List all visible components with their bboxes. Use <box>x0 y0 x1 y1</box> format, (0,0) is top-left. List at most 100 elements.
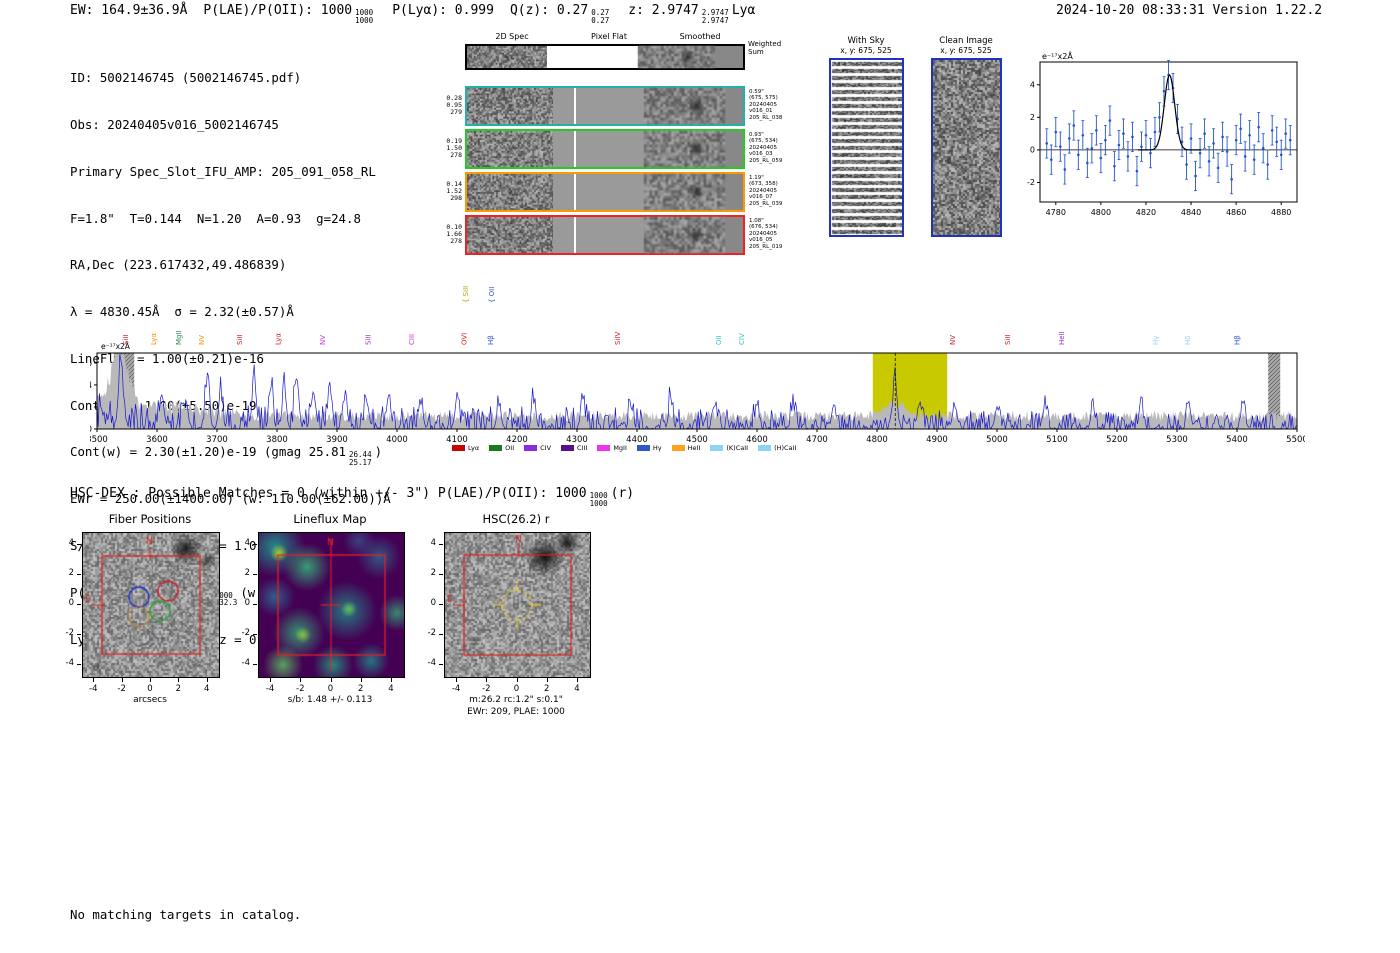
data-point <box>1216 166 1220 170</box>
fiber-annotation-line: v016_05 <box>749 237 773 244</box>
plae-summary: P(LAE)/P(OII): 1000 1000 1000 <box>203 3 374 25</box>
legend-item: CIII <box>561 444 587 452</box>
strip-pixelflat-image <box>552 131 644 167</box>
legend-swatch <box>758 445 772 451</box>
strip-scale-values: 0.28 0.95 279 <box>443 94 462 117</box>
y-tick-label: 0 <box>68 598 74 608</box>
pixelflat-white-line <box>574 88 577 124</box>
y-tick-mark <box>253 664 257 665</box>
info-line-contw: Cont(w) = 2.30(±1.20)e-19 (gmag 25.81 26.… <box>70 444 383 467</box>
data-point <box>1198 151 1202 155</box>
y-tick-label: -4 <box>427 658 436 668</box>
y-tick-label: 4 <box>68 538 74 548</box>
emission-line-label: SiII <box>236 334 244 345</box>
y-tick-label: -2 <box>1027 178 1035 187</box>
data-point <box>1068 137 1071 140</box>
data-point <box>1126 155 1130 158</box>
data-point <box>1140 145 1143 148</box>
fiber-annotation-line: (673, 358) <box>749 181 778 188</box>
x-tick-label: 4200 <box>506 435 528 445</box>
x-tick-label: 2 <box>357 684 364 694</box>
y-tick-label: 0 <box>430 598 436 608</box>
fiber-annotation: 0.59" (675, 575) 20240405 v016_01 205_RL_038 <box>749 89 799 121</box>
strip-scale-value: 0.28 <box>446 94 462 102</box>
fiber-positions-title: Fiber Positions <box>108 512 192 526</box>
emission-line-label: Hγ <box>1152 336 1160 345</box>
x-tick-mark <box>206 678 208 682</box>
strip-pixelflat-image <box>552 217 644 253</box>
data-point <box>1077 153 1080 157</box>
data-point <box>1113 164 1116 168</box>
emission-line-label: CIV <box>738 333 746 345</box>
y-tick-label: -2 <box>427 628 436 638</box>
fiber-annotation-line: (675, 575) <box>749 95 778 102</box>
y-tick-label: 2 <box>244 568 250 578</box>
y-tick-mark <box>77 634 81 635</box>
x-tick-label: 4800 <box>866 435 888 445</box>
data-point <box>1225 150 1229 153</box>
x-tick-mark <box>576 678 578 682</box>
info-line-id: ID: 5002146745 (5002146745.pdf) <box>70 70 302 86</box>
data-point <box>1144 133 1148 137</box>
emission-line-label: SiIV <box>614 332 622 345</box>
withsky-title: With Sky <box>847 36 885 46</box>
data-point <box>1054 130 1058 134</box>
zoom-spectrum-panel: -2 0 2 4 4780 4800 4820 4840 4860 4880 e⁻¹⁷x2Å <box>1006 50 1300 234</box>
x-tick-label: 3700 <box>206 435 228 445</box>
data-point <box>1162 90 1166 93</box>
x-tick-mark <box>516 678 518 682</box>
x-tick-label: 4 <box>574 684 580 694</box>
data-point <box>1081 133 1085 137</box>
data-point <box>1049 158 1053 161</box>
data-point <box>1275 140 1279 144</box>
plae-uncertainty-2: 1000 332.3 <box>214 590 238 608</box>
x-tick-mark <box>178 678 180 682</box>
legend-label: (H)CaII <box>774 444 797 452</box>
strip-scale-value: 0.19 <box>446 137 462 145</box>
data-point <box>1086 161 1089 165</box>
legend-swatch <box>636 445 650 451</box>
x-tick-label: 0 <box>147 684 153 694</box>
data-point <box>1158 116 1161 119</box>
legend-item: MgII <box>597 444 627 452</box>
fiber-annotation-line: 20240405 <box>749 101 777 108</box>
clean-coords: x, y: 675, 525 <box>940 46 992 55</box>
masked-band-hatch <box>1268 353 1281 429</box>
fiber-annotation-line: v016_07 <box>749 194 773 201</box>
clean-image-frame <box>930 58 1002 237</box>
x-tick-mark <box>486 678 488 682</box>
pixelflat-white-line <box>574 131 577 167</box>
y-tick-label: 2 <box>68 568 74 578</box>
x-tick-mark <box>270 678 272 682</box>
legend-item: OII <box>489 444 514 452</box>
error-envelope <box>97 354 1297 429</box>
hsc-r-title: HSC(26.2) r <box>482 512 550 526</box>
emission-line-label: Hβ <box>487 335 495 345</box>
emission-line-label: Lyα <box>150 333 158 345</box>
data-point <box>1117 143 1121 147</box>
strip-2dspec-image <box>467 131 553 167</box>
legend-swatch <box>671 445 685 451</box>
legend-label: CIII <box>577 444 588 452</box>
x-tick-label: 4000 <box>386 435 408 445</box>
x-tick-label: -4 <box>89 684 98 694</box>
strip-scale-values: 0.19 1.50 278 <box>443 137 462 160</box>
strip-pixelflat-image <box>547 46 639 68</box>
x-tick-label: 4820 <box>1136 208 1156 217</box>
fiber-annotation-line: 0.93" <box>749 132 764 138</box>
legend-swatch <box>561 445 575 451</box>
strip-pixelflat-image <box>552 174 644 210</box>
strip-scale-value: 279 <box>450 108 462 117</box>
data-point <box>1180 140 1184 144</box>
data-point <box>1257 125 1260 129</box>
fiber-positions-image <box>82 532 220 678</box>
x-tick-mark <box>93 678 95 682</box>
data-point <box>1230 177 1233 181</box>
strip-scale-value: 0.95 <box>446 101 462 110</box>
pixelflat-white-line <box>574 217 577 253</box>
summary-header: EW: 164.9±36.9Å P(LAE)/P(OII): 1000 1000 10… <box>70 3 755 24</box>
strip-scale-values: 0.14 1.52 298 <box>443 180 462 203</box>
x-tick-mark <box>546 678 548 682</box>
y-tick-label: 0 <box>1030 145 1035 154</box>
fiber-annotation-line: 20240405 <box>749 144 777 151</box>
